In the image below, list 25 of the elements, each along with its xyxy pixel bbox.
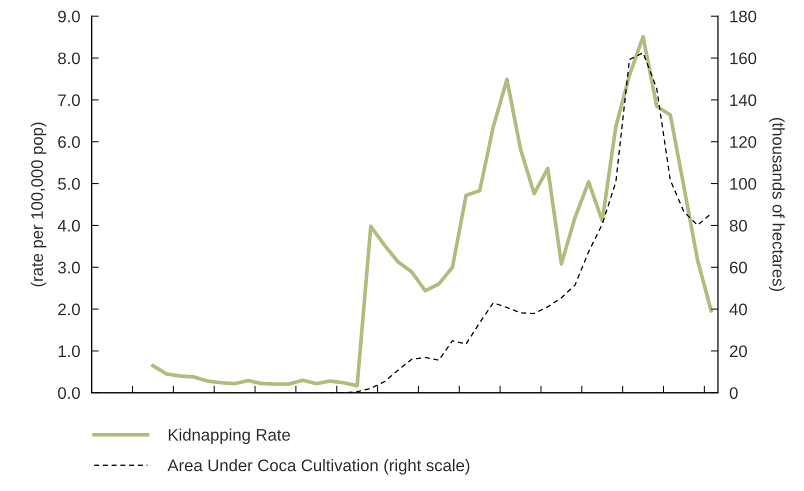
y2-tick-label: 20 <box>730 345 747 358</box>
y-axis-title: (rate per 100,000 pop) <box>30 122 46 286</box>
y2-tick-label: 40 <box>729 304 747 316</box>
y-tick-label: 7.0 <box>58 94 80 106</box>
y-tick-label: 1.0 <box>58 345 80 358</box>
legend-label: Kidnapping Rate <box>168 428 290 444</box>
y2-tick-label: 180 <box>730 10 756 22</box>
y-tick-label: 0.0 <box>58 387 80 400</box>
y2-tick-label: 120 <box>730 136 756 148</box>
y2-tick-label: 60 <box>730 262 747 274</box>
y-tick-label: 4.0 <box>58 220 80 232</box>
y-tick-label: 9.0 <box>58 10 80 22</box>
y-tick-label: 2.0 <box>58 304 80 316</box>
y2-tick-label: 160 <box>730 52 756 64</box>
y2-tick-label: 140 <box>730 94 756 106</box>
y2-tick-label: 100 <box>730 178 756 190</box>
y-tick-label: 5.0 <box>58 178 80 190</box>
y2-tick-label: 0 <box>730 387 738 400</box>
y-tick-label: 6.0 <box>58 136 80 148</box>
y2-axis-title: (thousands of hectares) <box>769 118 785 292</box>
y-tick-label: 8.0 <box>58 52 80 64</box>
legend-label: Area Under Coca Cultivation (right scale) <box>167 459 470 475</box>
y-tick-label: 3.0 <box>58 262 80 274</box>
line-series <box>151 34 713 388</box>
y2-tick-label: 80 <box>730 220 747 232</box>
